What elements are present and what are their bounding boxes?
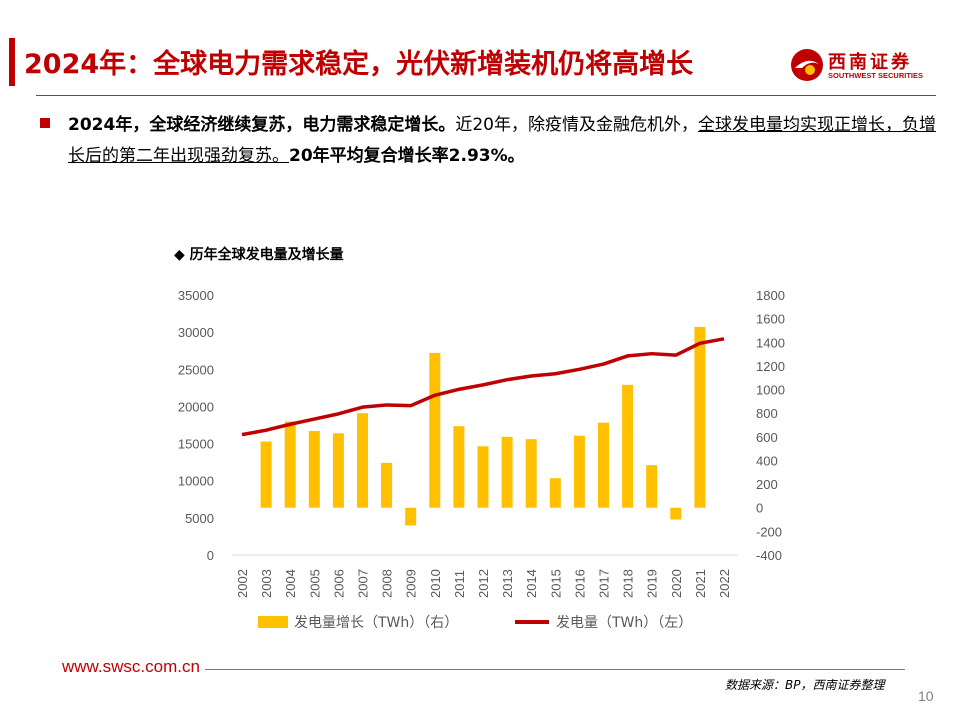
right-tick-label: 1200 xyxy=(756,359,785,374)
bar xyxy=(525,439,537,508)
right-tick-label: 1600 xyxy=(756,312,785,327)
right-axis: -400 -200 0 200 400 600 800 1000 1200 1400 1600 180… xyxy=(756,288,785,563)
right-tick-label: 400 xyxy=(756,453,778,468)
legend-line-label: 发电量（TWh）（左） xyxy=(556,615,692,631)
x-tick-label: 2022 xyxy=(717,569,732,598)
legend: 发电量增长（TWh）（右） 发电量（TWh）（左） xyxy=(258,615,692,631)
data-source-note: 数据来源：BP，西南证券整理 xyxy=(725,678,885,692)
right-tick-label: 1400 xyxy=(756,335,785,350)
bar xyxy=(284,421,296,508)
x-tick-label: 2009 xyxy=(404,569,419,598)
page-number: 10 xyxy=(918,688,934,704)
footer-divider xyxy=(205,669,905,670)
right-tick-label: 600 xyxy=(756,430,778,445)
bar xyxy=(405,507,417,526)
right-tick-label: 1800 xyxy=(756,288,785,303)
x-tick-label: 2012 xyxy=(476,569,491,598)
left-axis: 0 5000 10000 15000 20000 25000 30000 35000 xyxy=(178,288,214,563)
x-tick-label: 2007 xyxy=(356,569,371,598)
x-tick-label: 2003 xyxy=(259,569,274,598)
chart-title: ◆ 历年全球发电量及增长量 xyxy=(174,246,344,263)
logo-chinese-name: 西南证券 xyxy=(828,52,912,73)
summary-bold-tail: 20年平均复合增长率2.93%。 xyxy=(289,146,525,166)
bar xyxy=(622,384,634,508)
x-tick-label: 2020 xyxy=(669,569,684,598)
right-tick-label: -200 xyxy=(756,524,782,539)
bar-series xyxy=(260,326,706,526)
summary-paragraph: 2024年，全球经济继续复苏，电力需求稳定增长。近20年，除疫情及金融危机外，全… xyxy=(68,110,938,172)
bar xyxy=(357,413,368,508)
x-tick-label: 2016 xyxy=(572,569,587,598)
x-tick-label: 2018 xyxy=(621,569,636,598)
page-title: 2024年：全球电力需求稳定，光伏新增装机仍将高增长 xyxy=(24,49,694,80)
left-tick-label: 20000 xyxy=(178,399,214,414)
right-tick-label: 0 xyxy=(756,501,763,516)
bar xyxy=(694,326,706,508)
bullet-square-icon xyxy=(40,118,50,128)
legend-bar-swatch xyxy=(258,616,288,628)
bar xyxy=(501,436,513,508)
bar xyxy=(549,478,561,508)
bar xyxy=(381,462,393,508)
x-tick-label: 2004 xyxy=(283,569,298,598)
bar xyxy=(646,465,658,508)
company-logo: 西南证券 SOUTHWEST SECURITIES xyxy=(788,46,938,86)
x-tick-label: 2010 xyxy=(428,569,443,598)
x-tick-label: 2006 xyxy=(331,569,346,598)
bar xyxy=(453,426,465,508)
x-tick-label: 2008 xyxy=(380,569,395,598)
bar xyxy=(573,435,585,508)
logo-english-name: SOUTHWEST SECURITIES xyxy=(828,71,924,80)
bar xyxy=(260,441,272,508)
x-tick-label: 2021 xyxy=(693,569,708,598)
left-tick-label: 5000 xyxy=(185,511,214,526)
right-tick-label: 800 xyxy=(756,406,778,421)
line-series xyxy=(241,337,725,437)
right-tick-label: 200 xyxy=(756,477,778,492)
x-tick-label: 2002 xyxy=(235,569,250,598)
legend-bar-label: 发电量增长（TWh）（右） xyxy=(294,615,458,631)
bar xyxy=(598,422,609,508)
left-tick-label: 15000 xyxy=(178,437,214,452)
x-axis: 2002 2003 2004 2005 2006 2007 2008 2009 2010 2011… xyxy=(235,569,732,598)
footer-website-link[interactable]: www.swsc.com.cn xyxy=(62,657,200,676)
left-tick-label: 30000 xyxy=(178,325,214,340)
x-tick-label: 2014 xyxy=(524,569,539,598)
bar xyxy=(670,507,682,520)
generation-line xyxy=(241,337,725,437)
right-tick-label: 1000 xyxy=(756,383,785,398)
left-tick-label: 0 xyxy=(207,548,214,563)
x-tick-label: 2013 xyxy=(500,569,515,598)
left-tick-label: 10000 xyxy=(178,474,214,489)
title-accent-bar xyxy=(9,38,15,86)
bar xyxy=(332,433,344,508)
bar xyxy=(308,430,320,508)
summary-underlined: 全球发电量均实现正增长，负增长后的第二年出现强劲复苏。 xyxy=(68,115,936,166)
header-divider xyxy=(36,95,936,96)
logo-mark-icon xyxy=(791,49,823,81)
bar xyxy=(429,352,441,508)
bar xyxy=(477,446,489,508)
x-tick-label: 2017 xyxy=(597,569,612,598)
left-tick-label: 25000 xyxy=(178,362,214,377)
summary-text: 近20年，除疫情及金融危机外， xyxy=(455,115,698,135)
summary-bold-lead: 2024年，全球经济继续复苏，电力需求稳定增长。 xyxy=(68,115,456,135)
x-tick-label: 2005 xyxy=(307,569,322,598)
left-tick-label: 35000 xyxy=(178,288,214,303)
x-tick-label: 2015 xyxy=(548,569,563,598)
x-tick-label: 2011 xyxy=(452,570,467,598)
right-tick-label: -400 xyxy=(756,548,782,563)
x-tick-label: 2019 xyxy=(645,569,660,598)
